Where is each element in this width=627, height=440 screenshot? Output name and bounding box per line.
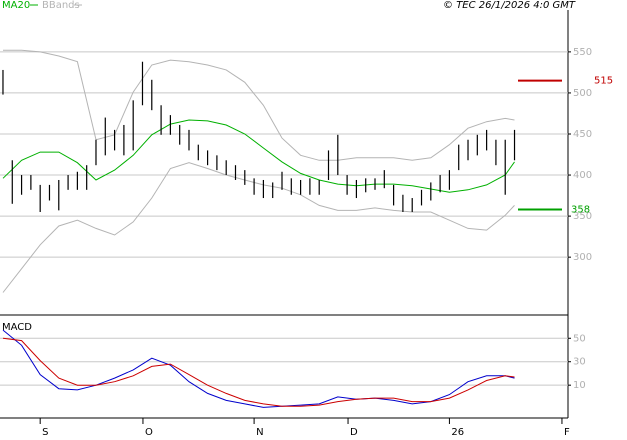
x-tick-label: O — [145, 427, 153, 438]
legend-ma20: MA20 — [2, 0, 30, 11]
reference-label: 358 — [571, 205, 590, 216]
y-tick-label: 50 — [573, 333, 586, 344]
x-tick-label: N — [256, 427, 263, 438]
y-tick-label: 30 — [573, 357, 586, 368]
x-tick-label: F — [564, 427, 570, 438]
y-tick-label: 350 — [573, 211, 592, 222]
series-line — [2, 337, 515, 407]
series-line — [3, 49, 515, 161]
series-line — [2, 119, 515, 193]
y-tick-label: 400 — [573, 170, 592, 181]
series-line — [2, 329, 515, 408]
x-tick-label: 26 — [451, 427, 464, 438]
y-tick-label: 300 — [573, 252, 592, 263]
x-tick-label: D — [350, 427, 358, 438]
x-tick-label: S — [42, 427, 48, 438]
credit: © TEC 26/1/2026 4:0 GMT — [443, 0, 576, 11]
reference-label: 515 — [594, 76, 613, 87]
y-tick-label: 450 — [573, 129, 592, 140]
legend-bbands: BBands — [42, 0, 80, 11]
y-tick-label: 500 — [573, 88, 592, 99]
macd-title: MACD — [2, 322, 32, 333]
y-tick-label: 10 — [573, 380, 586, 391]
y-tick-label: 550 — [573, 47, 592, 58]
